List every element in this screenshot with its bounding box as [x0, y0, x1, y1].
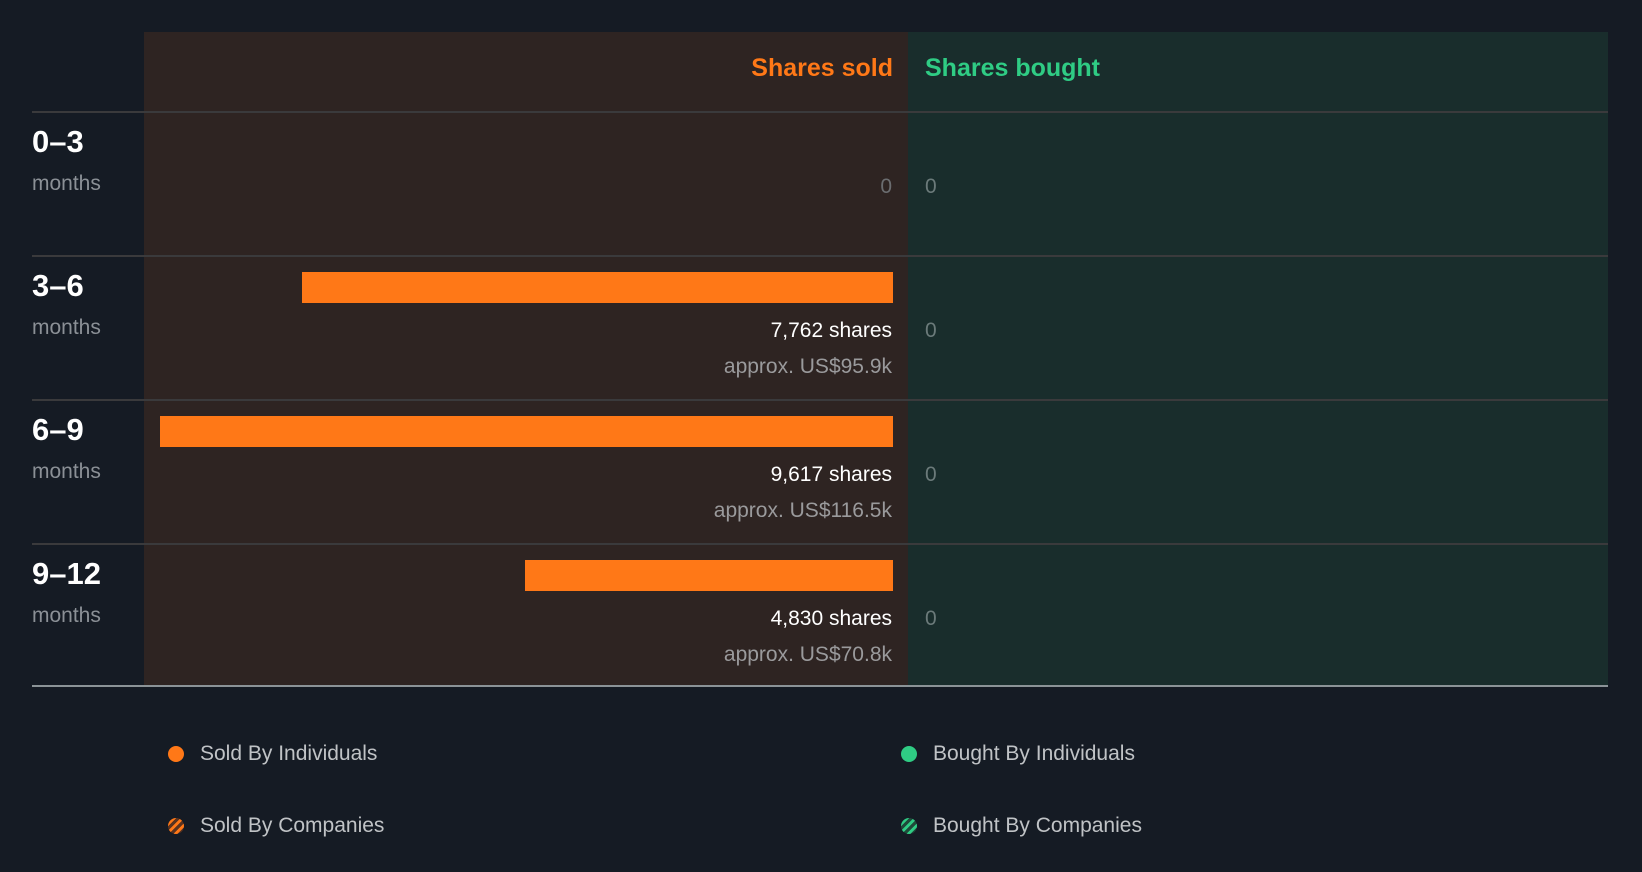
legend-label: Bought By Individuals — [933, 742, 1135, 765]
period-label: 0–3 — [32, 124, 84, 159]
chart-baseline — [32, 685, 1608, 687]
sold-zero-value: 0 — [880, 175, 892, 198]
sold-shares-count: 9,617 shares — [770, 463, 892, 486]
row-divider — [32, 111, 1608, 113]
row-divider — [32, 543, 1608, 545]
shares-bought-header: Shares bought — [925, 54, 1101, 82]
sold-shares-count: 7,762 shares — [770, 319, 892, 342]
period-unit: months — [32, 460, 101, 483]
orange-dot-icon — [168, 746, 184, 762]
green-dot-icon — [901, 746, 917, 762]
period-label: 3–6 — [32, 268, 84, 303]
sold-bar[interactable] — [160, 416, 893, 447]
row-divider — [32, 255, 1608, 257]
legend-label: Sold By Companies — [200, 814, 385, 837]
sold-value-approx: approx. US$70.8k — [723, 643, 892, 666]
bought-zero-value: 0 — [925, 319, 937, 342]
period-row-6-9: 6–9 months 9,617 shares approx. US$116.5… — [0, 400, 1642, 544]
sold-bar[interactable] — [302, 272, 893, 303]
period-label: 6–9 — [32, 412, 84, 447]
sold-shares-count: 4,830 shares — [770, 607, 892, 630]
shares-bought-column — [908, 32, 1608, 686]
bought-zero-value: 0 — [925, 607, 937, 630]
period-row-0-3: 0–3 months 0 0 — [0, 112, 1642, 256]
bought-zero-value: 0 — [925, 175, 937, 198]
legend-bought-individuals[interactable]: Bought By Individuals — [901, 742, 1135, 766]
legend-label: Bought By Companies — [933, 814, 1142, 837]
shares-sold-header: Shares sold — [751, 54, 893, 82]
legend-sold-companies[interactable]: Sold By Companies — [168, 814, 384, 838]
green-striped-dot-icon — [901, 818, 917, 834]
period-unit: months — [32, 316, 101, 339]
period-row-9-12: 9–12 months 4,830 shares approx. US$70.8… — [0, 544, 1642, 688]
row-divider — [32, 399, 1608, 401]
period-label: 9–12 — [32, 556, 101, 591]
sold-bar[interactable] — [525, 560, 893, 591]
legend-bought-companies[interactable]: Bought By Companies — [901, 814, 1142, 838]
period-unit: months — [32, 172, 101, 195]
bought-zero-value: 0 — [925, 463, 937, 486]
sold-value-approx: approx. US$116.5k — [713, 499, 892, 522]
orange-striped-dot-icon — [168, 818, 184, 834]
period-unit: months — [32, 604, 101, 627]
sold-value-approx: approx. US$95.9k — [723, 355, 892, 378]
legend-sold-individuals[interactable]: Sold By Individuals — [168, 742, 377, 766]
period-row-3-6: 3–6 months 7,762 shares approx. US$95.9k… — [0, 256, 1642, 400]
legend-label: Sold By Individuals — [200, 742, 378, 765]
